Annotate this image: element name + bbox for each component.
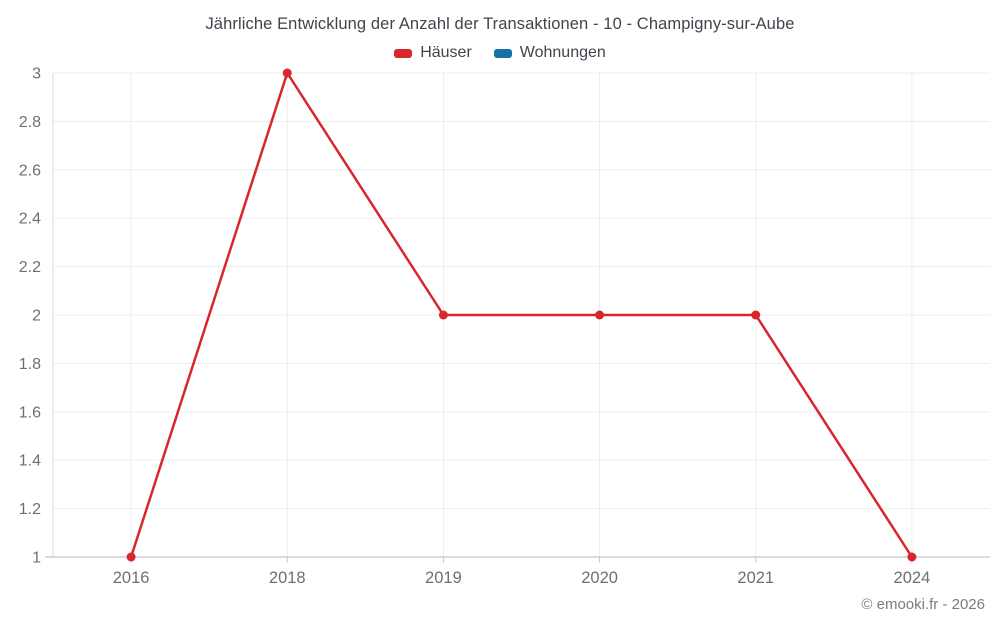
- series-line-häuser: [129, 71, 913, 558]
- haeuser-swatch-icon: [394, 48, 413, 58]
- x-axis-label: 2024: [894, 569, 931, 587]
- y-axis-label: 2.4: [19, 211, 41, 228]
- y-axis-label: 2.6: [19, 162, 41, 179]
- copyright: © emooki.fr - 2026: [861, 596, 985, 613]
- x-axis-label: 2021: [737, 569, 774, 587]
- data-point[interactable]: [751, 310, 761, 320]
- legend-item-wohnungen[interactable]: Wohnungen: [493, 44, 606, 62]
- y-axis-label: 3: [32, 66, 41, 83]
- legend-item-haeuser[interactable]: Häuser: [394, 44, 472, 62]
- y-axis-label: 2.2: [19, 259, 41, 276]
- legend: Häuser Wohnungen: [0, 44, 1000, 62]
- y-axis-label: 2: [32, 308, 41, 325]
- y-axis-label: 1: [32, 550, 41, 567]
- x-axis-label: 2019: [425, 569, 462, 587]
- x-axis-label: 2020: [581, 569, 618, 587]
- data-point[interactable]: [907, 552, 917, 562]
- legend-label-haeuser: Häuser: [420, 44, 472, 61]
- y-axis-label: 1.8: [19, 356, 41, 373]
- y-axis-label: 1.6: [19, 404, 41, 421]
- data-point[interactable]: [595, 310, 605, 320]
- y-axis-label: 1.2: [19, 501, 41, 518]
- data-point[interactable]: [282, 68, 292, 78]
- x-axis-label: 2018: [269, 569, 306, 587]
- data-point[interactable]: [438, 310, 448, 320]
- y-axis-label: 1.4: [19, 453, 41, 470]
- x-axis-label: 2016: [113, 569, 150, 587]
- legend-label-wohnungen: Wohnungen: [519, 44, 606, 61]
- wohnungen-swatch-icon: [493, 48, 512, 58]
- data-point[interactable]: [126, 552, 136, 562]
- y-axis-label: 2.8: [19, 114, 41, 131]
- chart-title: Jährliche Entwicklung der Anzahl der Tra…: [205, 15, 795, 33]
